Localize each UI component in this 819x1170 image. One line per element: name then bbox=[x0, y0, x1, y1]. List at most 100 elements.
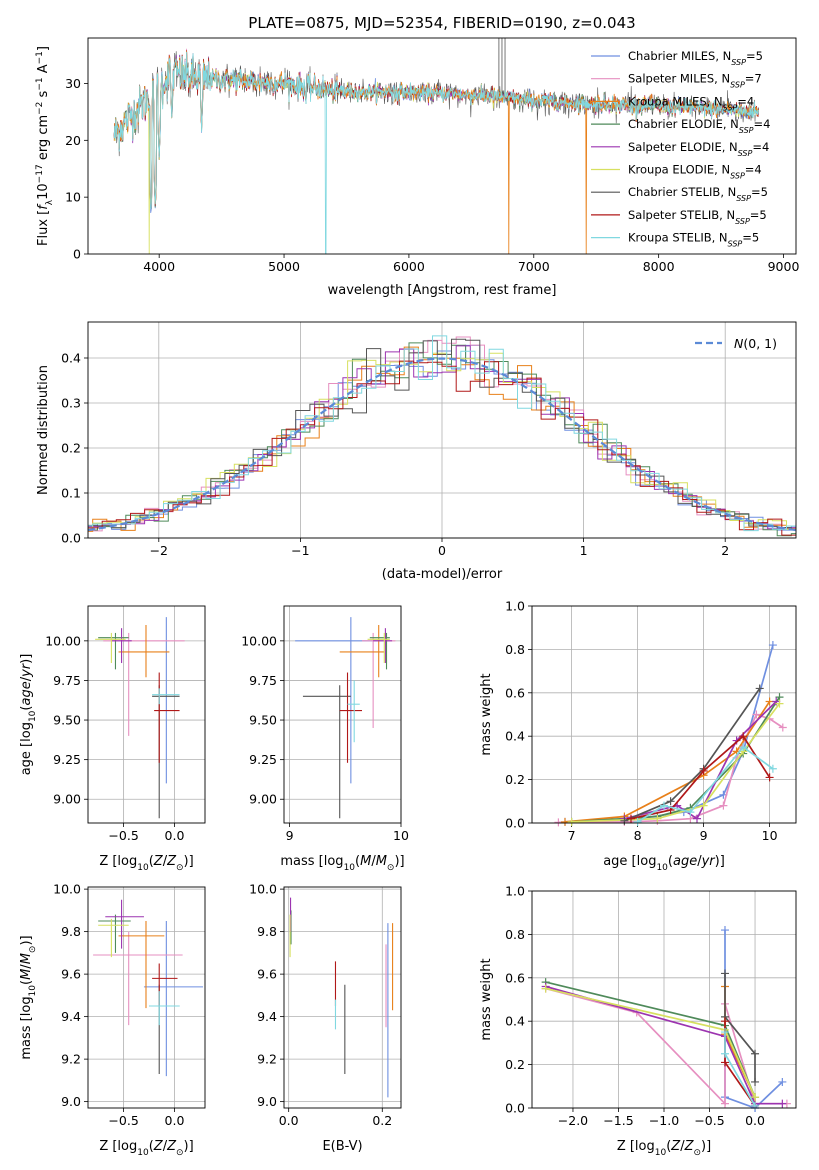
weight-marker bbox=[633, 817, 642, 826]
histogram-salpeter-stelib bbox=[88, 360, 796, 536]
weight-marker bbox=[720, 1017, 729, 1026]
legend-label: N(0, 1) bbox=[734, 336, 777, 351]
y-tick-label: 0.8 bbox=[505, 927, 525, 942]
legend-label: Salpeter STELIB, NSSP=5 bbox=[628, 208, 767, 226]
y-tick-label: 0.0 bbox=[61, 531, 81, 546]
y-axis-label: Normed distribution bbox=[36, 365, 51, 495]
weight-marker bbox=[720, 1099, 729, 1108]
legend-label: Salpeter MILES, NSSP=7 bbox=[628, 72, 762, 90]
plot-frame bbox=[283, 605, 402, 824]
weight-marker bbox=[720, 926, 729, 935]
y-tick-label: 9.4 bbox=[61, 1009, 81, 1024]
x-tick-label: 7 bbox=[568, 828, 576, 843]
x-tick-label: 0.2 bbox=[372, 1113, 392, 1128]
y-tick-label: 9.50 bbox=[53, 713, 81, 728]
x-tick-label: 1 bbox=[580, 543, 588, 558]
mass-weight-vs-metallicity-panel: −2.0 −1.5 −1.0 −0.5 0.0 0.0 0.2 0.4 0.6 0.8 1.0 Z [… bbox=[479, 884, 797, 1158]
weight-marker bbox=[778, 1077, 787, 1086]
weight-marker bbox=[778, 723, 787, 732]
x-tick-label: 10 bbox=[393, 828, 409, 843]
y-tick-label: 0.4 bbox=[505, 729, 525, 744]
mass-vs-extinction-panel: 0.0 0.2 9.0 9.2 9.4 9.6 9.8 10.0 E(B-V) bbox=[249, 882, 402, 1154]
y-tick-label: 9.8 bbox=[61, 924, 81, 939]
y-tick-label: 9.4 bbox=[257, 1009, 277, 1024]
y-tick-label: 9.2 bbox=[61, 1052, 81, 1067]
mass-weight-vs-age-panel: 7 8 9 10 0.0 0.2 0.4 0.6 0.8 1.0 age [log10(age/yr… bbox=[479, 599, 797, 873]
x-axis-label: wavelength [Angstrom, rest frame] bbox=[328, 283, 557, 298]
residuals-panel: −2 −1 0 1 2 0.0 0.1 0.2 0.3 0.4 (data-model)/error… bbox=[36, 321, 797, 582]
y-axis-label: mass weight bbox=[479, 673, 494, 755]
x-axis-label: E(B-V) bbox=[322, 1139, 362, 1154]
histogram-lines bbox=[88, 335, 796, 537]
x-tick-label: 2 bbox=[721, 543, 729, 558]
legend-label: Kroupa MILES, NSSP=4 bbox=[628, 94, 754, 112]
y-tick-label: 9.00 bbox=[53, 792, 81, 807]
y-tick-label: 9.0 bbox=[257, 1094, 277, 1109]
plot-frame bbox=[283, 886, 402, 1109]
weight-marker bbox=[627, 814, 635, 823]
y-tick-label: 0.2 bbox=[505, 772, 525, 787]
weight-marker bbox=[765, 773, 774, 782]
y-tick-label: 0.4 bbox=[61, 351, 81, 366]
y-tick-label: 0.8 bbox=[505, 642, 525, 657]
weight-marker bbox=[720, 1049, 729, 1058]
weight-marker bbox=[686, 808, 695, 817]
y-tick-label: 0.6 bbox=[505, 685, 525, 700]
y-tick-label: 20 bbox=[65, 133, 81, 148]
y-tick-label: 1.0 bbox=[505, 884, 525, 899]
y-axis-label: Flux [fλ10−17 erg cm−2 s−1 A−1] bbox=[35, 46, 55, 246]
weight-marker bbox=[720, 969, 729, 978]
x-axis-label: mass [log10(M/M⊙)] bbox=[280, 854, 404, 873]
y-tick-label: 9.25 bbox=[53, 752, 81, 767]
plot-frame bbox=[87, 605, 206, 824]
x-axis-label: Z [log10(Z/Z⊙)] bbox=[617, 1139, 711, 1158]
x-axis-label: (data-model)/error bbox=[382, 567, 503, 582]
y-tick-label: 9.25 bbox=[249, 752, 277, 767]
weight-marker bbox=[693, 814, 701, 823]
y-axis-label: age [log10(age/yr)] bbox=[19, 654, 38, 776]
weight-marker bbox=[751, 1077, 760, 1086]
y-tick-label: 0.2 bbox=[61, 441, 81, 456]
y-tick-label: 10.00 bbox=[45, 633, 81, 648]
x-tick-label: −1.0 bbox=[649, 1113, 679, 1128]
y-tick-label: 0.6 bbox=[505, 970, 525, 985]
x-tick-label: 9 bbox=[286, 828, 294, 843]
weight-marker bbox=[778, 1099, 787, 1108]
y-axis-label: mass weight bbox=[479, 958, 494, 1040]
y-tick-label: 10 bbox=[65, 190, 81, 205]
y-tick-label: 0 bbox=[73, 247, 81, 262]
weight-marker bbox=[751, 1049, 760, 1058]
spectrum-lines bbox=[113, 38, 759, 254]
weight-marker bbox=[751, 1101, 760, 1110]
weight-marker bbox=[720, 1058, 729, 1067]
y-tick-label: 10.00 bbox=[241, 633, 277, 648]
y-tick-label: 0.3 bbox=[61, 396, 81, 411]
spectrum-panel: 4000 5000 6000 7000 8000 9000 0 10 20 30 wavelengt… bbox=[35, 37, 800, 298]
weight-marker bbox=[660, 801, 668, 810]
y-tick-label: 30 bbox=[65, 76, 81, 91]
weight-marker bbox=[666, 797, 675, 806]
y-tick-label: 9.6 bbox=[61, 967, 81, 982]
x-tick-label: 10 bbox=[762, 828, 778, 843]
weight-marker bbox=[699, 801, 708, 810]
weight-marker bbox=[755, 684, 764, 693]
x-tick-label: 9000 bbox=[768, 259, 800, 274]
legend-label: Kroupa STELIB, NSSP=5 bbox=[628, 231, 759, 249]
legend-label: Chabrier ELODIE, NSSP=4 bbox=[628, 117, 770, 135]
figure-title: PLATE=0875, MJD=52354, FIBERID=0190, z=0… bbox=[248, 14, 635, 32]
mass-vs-metallicity-panel: −0.5 0.0 9.0 9.2 9.4 9.6 9.8 10.0 Z [log10(Z/Z⊙)… bbox=[19, 882, 206, 1158]
weight-marker bbox=[752, 710, 761, 719]
y-tick-label: 0.4 bbox=[505, 1014, 525, 1029]
y-tick-label: 10.0 bbox=[249, 882, 277, 897]
y-tick-label: 10.0 bbox=[53, 882, 81, 897]
x-tick-label: 0 bbox=[438, 543, 446, 558]
weight-marker bbox=[541, 984, 550, 993]
age-vs-mass-panel: 9 10 9.00 9.25 9.50 9.75 10.00 mass [log10(M/M⊙… bbox=[241, 605, 409, 873]
weight-marker bbox=[719, 801, 728, 810]
x-tick-label: 0.0 bbox=[165, 1113, 185, 1128]
x-tick-label: 5000 bbox=[268, 259, 300, 274]
y-tick-label: 9.50 bbox=[249, 713, 277, 728]
y-tick-label: 9.00 bbox=[249, 792, 277, 807]
y-tick-label: 9.8 bbox=[257, 924, 277, 939]
